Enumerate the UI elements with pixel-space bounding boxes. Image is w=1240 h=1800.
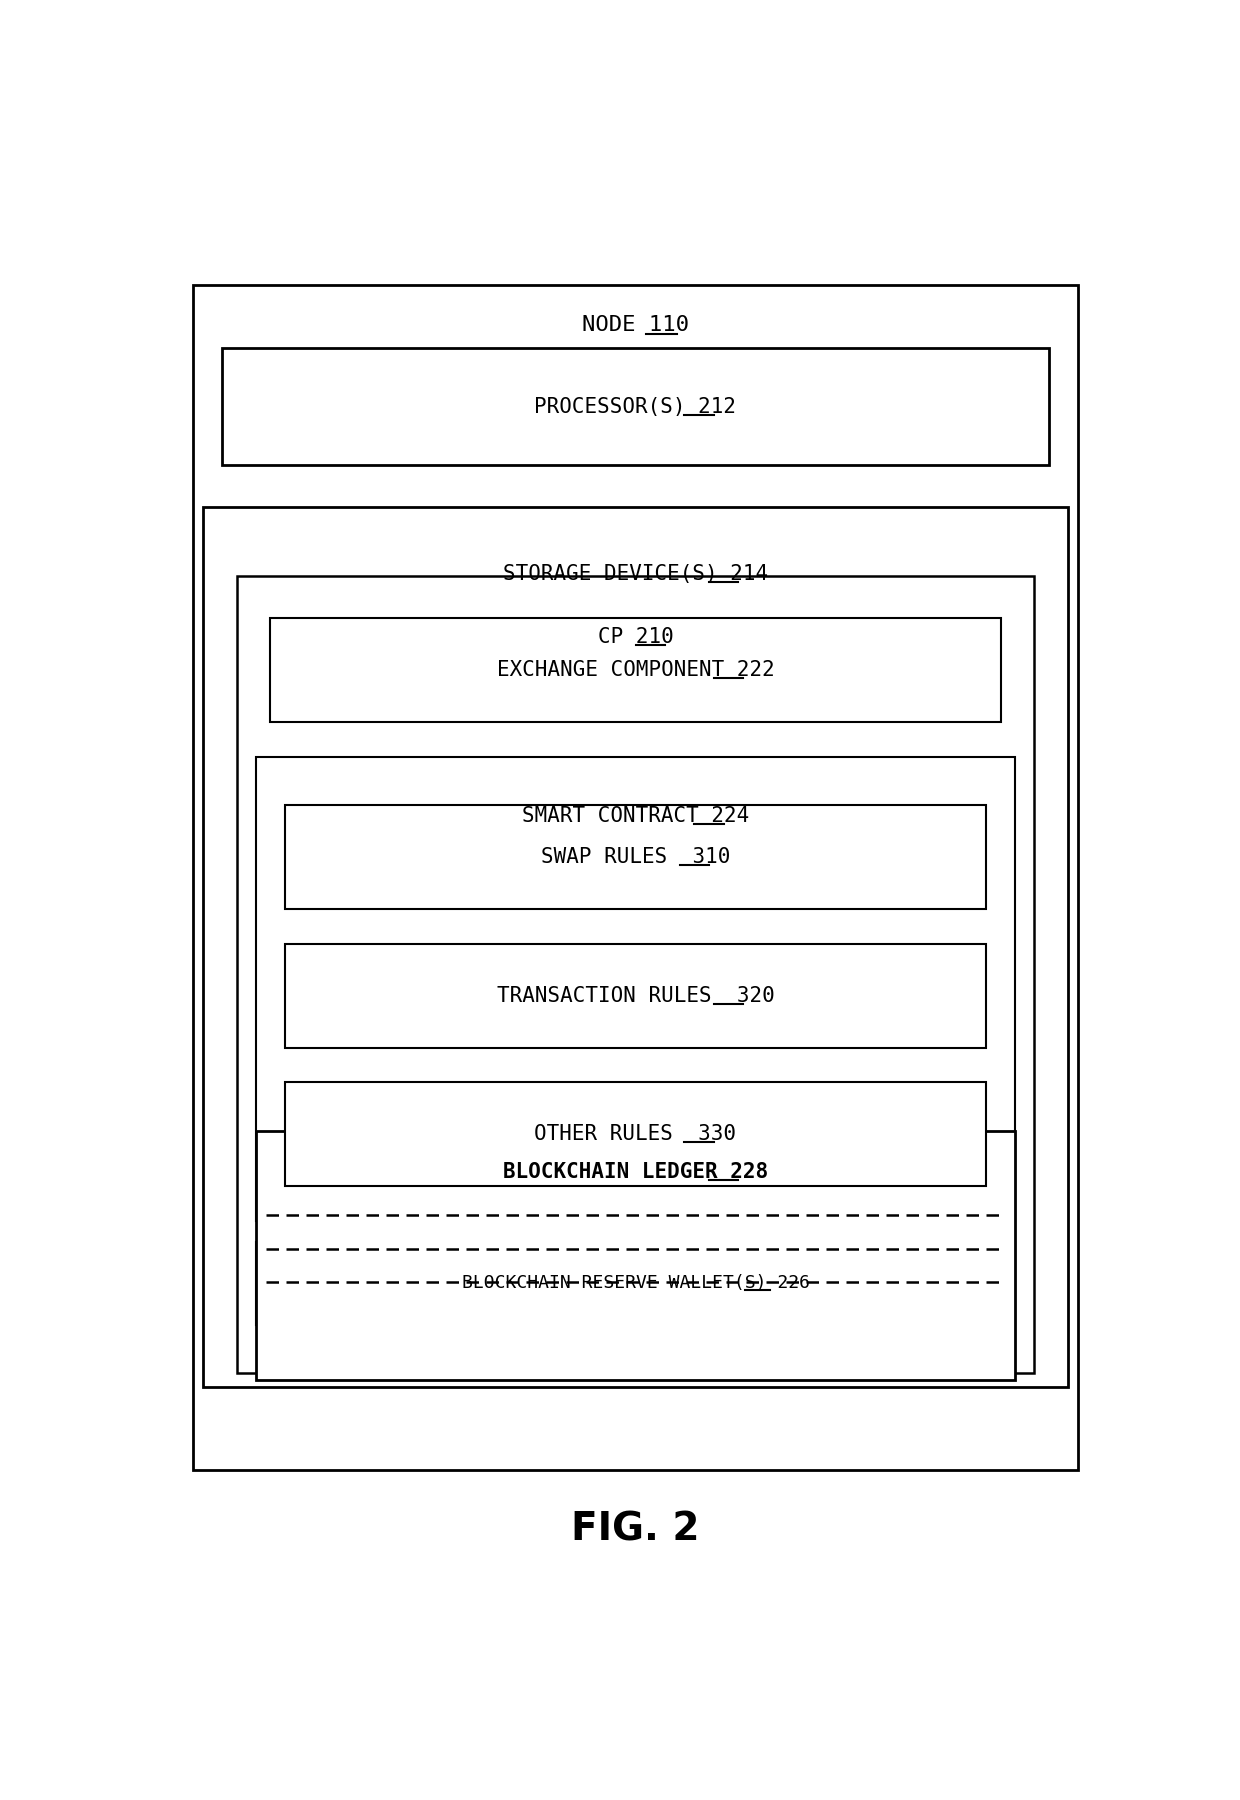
Bar [193,286,1078,1471]
Bar [255,1130,1016,1381]
Bar [285,1082,986,1186]
Text: TRANSACTION RULES  320: TRANSACTION RULES 320 [497,986,774,1006]
Text: STORAGE DEVICE(S) 214: STORAGE DEVICE(S) 214 [503,563,768,583]
Text: EXCHANGE COMPONENT 222: EXCHANGE COMPONENT 222 [497,661,774,680]
Bar [203,508,1068,1388]
Text: SMART CONTRACT 224: SMART CONTRACT 224 [522,806,749,826]
Text: NODE 110: NODE 110 [582,315,689,335]
Text: BLOCKCHAIN LEDGER 228: BLOCKCHAIN LEDGER 228 [503,1163,768,1183]
Bar [285,805,986,909]
Bar [285,943,986,1048]
Bar [222,347,1049,466]
Text: PROCESSOR(S) 212: PROCESSOR(S) 212 [534,396,737,416]
Bar [255,756,1016,1220]
Bar [255,1242,1016,1325]
Text: SWAP RULES  310: SWAP RULES 310 [541,848,730,868]
Text: OTHER RULES  330: OTHER RULES 330 [534,1125,737,1145]
Bar [237,576,1034,1373]
Bar [270,617,1001,722]
Text: FIG. 2: FIG. 2 [572,1510,699,1550]
Text: CP 210: CP 210 [598,628,673,648]
Text: BLOCKCHAIN RESERVE WALLET(S) 226: BLOCKCHAIN RESERVE WALLET(S) 226 [461,1274,810,1292]
